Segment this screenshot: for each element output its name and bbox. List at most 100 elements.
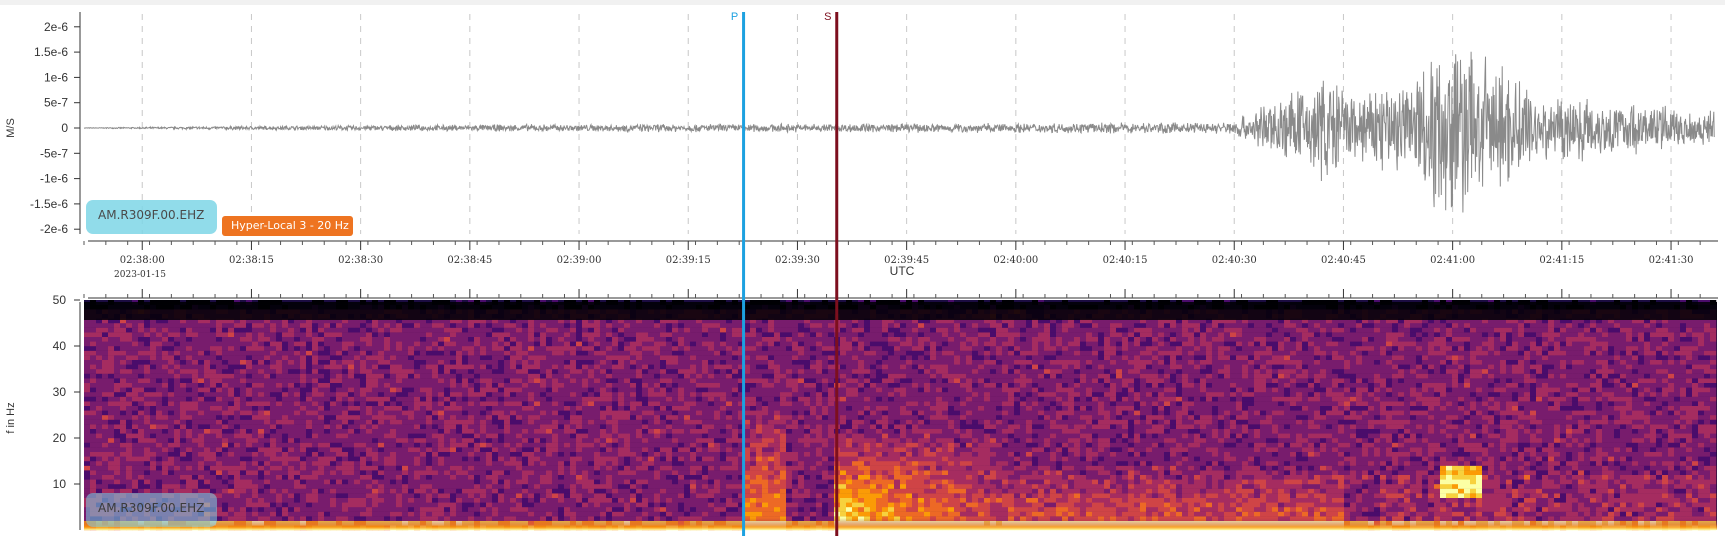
spectrogram-cell: [582, 359, 589, 365]
spectrogram-cell: [594, 497, 601, 503]
spectrogram-cell: [522, 502, 529, 508]
spectrogram-cell: [408, 419, 415, 425]
spectrogram-cell: [312, 341, 319, 347]
spectrogram-cell: [132, 410, 139, 416]
spectrogram-cell: [108, 350, 115, 356]
spectrogram-cell: [258, 451, 265, 457]
spectrogram-cell: [138, 484, 145, 489]
spectrogram-cell: [528, 419, 535, 425]
spectrogram-cell: [168, 419, 175, 425]
spectrogram-cell: [444, 387, 451, 393]
spectrogram-cell: [276, 378, 283, 383]
time-ticks: 02:38:00 02:38:15 02:38:30 02:38:45 02:39:00…: [83, 241, 1701, 298]
spectrogram-cell: [648, 470, 655, 475]
spectrogram-cell: [372, 355, 379, 360]
spectrogram-cell: [438, 488, 445, 494]
spectrogram-cell: [96, 488, 103, 494]
spectrogram-cell: [342, 447, 349, 452]
spectrogram-cell: [150, 369, 157, 374]
spectrogram-cell: [468, 341, 475, 347]
spectrogram-cell: [288, 318, 295, 324]
spectrogram-cell: [642, 474, 649, 480]
spectrogram-cell: [354, 465, 361, 471]
spectrogram-cell: [198, 488, 205, 494]
spectrogram-cell: [294, 350, 301, 356]
spectrogram-cell: [90, 396, 97, 402]
spectrogram-cell: [456, 405, 463, 411]
spectrogram-cell: [618, 511, 625, 517]
spectrogram-cell: [636, 369, 643, 374]
spectrogram-cell: [294, 355, 301, 360]
spectrogram-cell: [636, 433, 643, 439]
spectrogram-cell: [618, 428, 625, 434]
spectrogram-cell: [558, 461, 565, 466]
spectrogram-cell: [558, 484, 565, 489]
spectrogram-cell: [576, 382, 583, 388]
spectrogram-cell: [210, 419, 217, 425]
spectrogram-cell: [378, 387, 385, 393]
spectrogram-cell: [606, 341, 613, 347]
spectrogram-cell: [192, 465, 199, 471]
spectrogram-cell: [150, 332, 157, 337]
spectrogram-cell: [276, 447, 283, 452]
spectrogram-cell: [180, 401, 187, 406]
seismic-trace: [83, 51, 1715, 213]
spectrogram-cell: [96, 382, 103, 388]
spectrogram-cell: [498, 428, 505, 434]
spectrogram-cell: [468, 355, 475, 360]
spectrogram-cell: [240, 511, 247, 517]
spectrogram-cell: [138, 323, 145, 328]
spectrogram-cell: [516, 424, 523, 429]
spectrogram-cell: [504, 373, 511, 379]
spectrogram-cell: [102, 415, 109, 420]
spectrogram-cell: [120, 484, 127, 489]
spectrogram-cell: [408, 318, 415, 324]
spectrogram-cell: [360, 438, 367, 443]
spectrogram-cell: [384, 502, 391, 508]
spectrogram-cell: [192, 364, 199, 370]
spectrogram-cell: [534, 488, 541, 494]
spectrogram-cell: [648, 350, 655, 356]
spectrogram-cell: [414, 461, 421, 466]
spectrogram-cell: [168, 474, 175, 480]
spectrogram-cell: [306, 507, 313, 512]
spectrogram-cell: [438, 474, 445, 480]
spectrogram-cell: [306, 373, 313, 379]
spectrogram-cell: [444, 415, 451, 420]
spectrogram-cell: [594, 382, 601, 388]
spectrogram-cell: [624, 474, 631, 480]
spectrogram-cell: [462, 323, 469, 328]
spectrogram-cell: [156, 447, 163, 452]
spectrogram-cell: [648, 355, 655, 360]
spectrogram-cell: [402, 323, 409, 328]
spectrogram-cell: [420, 401, 427, 406]
spectrogram-cell: [132, 346, 139, 351]
spectrogram-cell: [210, 456, 217, 462]
spectrogram-cell: [384, 419, 391, 425]
spectrogram-cell: [462, 396, 469, 402]
spectrogram-cell: [396, 461, 403, 466]
spectrogram-cell: [372, 433, 379, 439]
spectrogram-cell: [600, 350, 607, 356]
spectrogram-cell: [468, 470, 475, 475]
spectrogram-cell: [324, 382, 331, 388]
spectrogram-cell: [306, 428, 313, 434]
spectrogram-cell: [318, 396, 325, 402]
spectrogram-cell: [528, 346, 535, 351]
spectrogram-cell: [552, 511, 559, 517]
spectrogram-cell: [648, 369, 655, 374]
spectrogram-cell: [102, 410, 109, 416]
spectrogram-cell: [390, 451, 397, 457]
spectrogram-cell: [342, 451, 349, 457]
spectrogram-cell: [120, 387, 127, 393]
spectrogram-cell: [594, 474, 601, 480]
spectrogram-cell: [156, 364, 163, 370]
spectrogram-cell: [252, 378, 259, 383]
spectrogram-cell: [600, 488, 607, 494]
spectrogram-cell: [282, 474, 289, 480]
spectrogram-cell: [108, 456, 115, 462]
spectrogram-cell: [534, 373, 541, 379]
spectrogram-cell: [648, 502, 655, 508]
spectrogram-cell: [588, 456, 595, 462]
spectrogram-cell: [258, 484, 265, 489]
